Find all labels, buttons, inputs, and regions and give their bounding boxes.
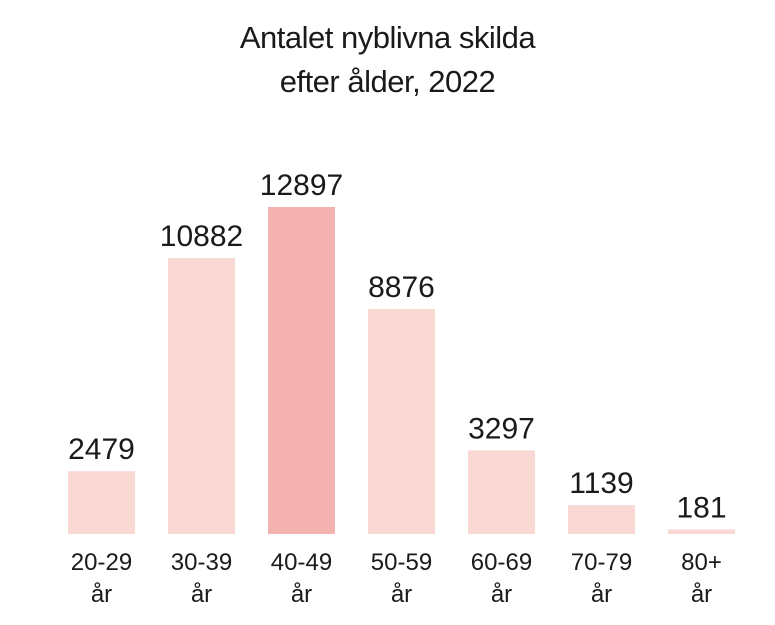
category-label-40-49-line-1: 40-49 bbox=[271, 549, 332, 576]
category-label-70-79-line-2: år bbox=[591, 581, 612, 608]
value-label-70-79: 1139 bbox=[569, 467, 634, 500]
value-label-20-29: 2479 bbox=[68, 433, 135, 466]
category-label-60-69-line-2: år bbox=[491, 581, 512, 608]
category-label-70-79-line-1: 70-79 bbox=[571, 549, 632, 576]
value-label-30-39: 10882 bbox=[160, 220, 243, 253]
category-label-60-69-line-1: 60-69 bbox=[471, 549, 532, 576]
bar-60-69 bbox=[468, 450, 535, 534]
value-label-40-49: 12897 bbox=[260, 169, 343, 202]
bar-40-49 bbox=[268, 207, 335, 534]
bar-70-79 bbox=[568, 505, 635, 534]
category-label-80+-line-1: 80+ bbox=[681, 549, 722, 576]
bar-20-29 bbox=[68, 471, 135, 534]
chart-title-line-2: efter ålder, 2022 bbox=[279, 64, 496, 99]
category-label-20-29-line-2: år bbox=[91, 581, 112, 608]
category-label-40-49-line-2: år bbox=[291, 581, 312, 608]
category-label-30-39-line-2: år bbox=[191, 581, 212, 608]
value-label-80+: 181 bbox=[676, 491, 726, 524]
bar-50-59 bbox=[368, 308, 435, 534]
bar-80+ bbox=[668, 529, 735, 534]
chart-title-line-1: Antalet nyblivna skilda bbox=[239, 20, 536, 55]
category-label-30-39-line-1: 30-39 bbox=[171, 549, 232, 576]
category-label-80+-line-2: år bbox=[691, 581, 712, 608]
value-label-60-69: 3297 bbox=[468, 412, 535, 445]
bar-30-39 bbox=[168, 258, 235, 534]
category-label-50-59-line-2: år bbox=[391, 581, 412, 608]
value-label-50-59: 8876 bbox=[368, 271, 435, 304]
category-label-50-59-line-1: 50-59 bbox=[371, 549, 432, 576]
category-label-20-29-line-1: 20-29 bbox=[71, 549, 132, 576]
